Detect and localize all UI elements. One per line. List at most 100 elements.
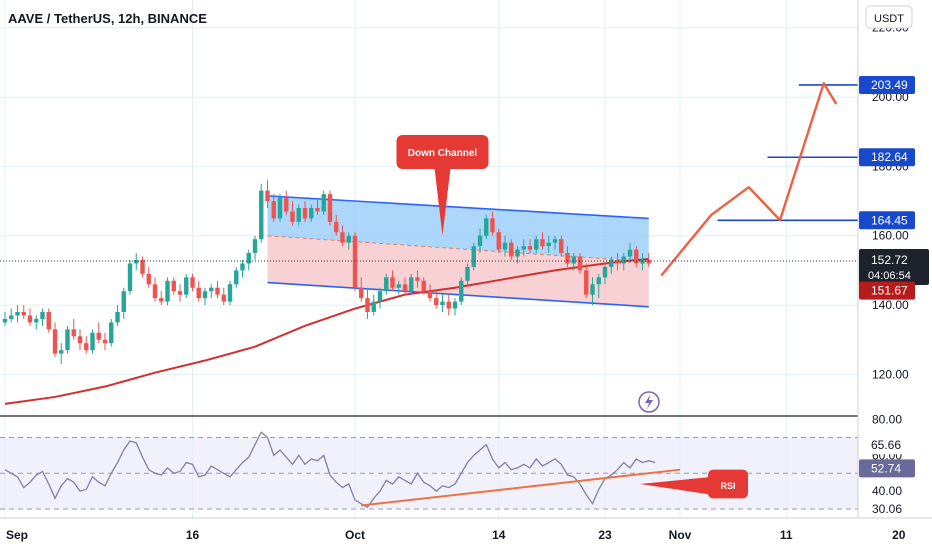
candle-body xyxy=(346,235,351,243)
candle-body xyxy=(109,322,114,344)
candle-body xyxy=(521,246,526,250)
candle-body xyxy=(265,190,270,202)
candle-body xyxy=(509,242,514,257)
moving-average xyxy=(4,257,649,405)
target-price-label: 203.49 xyxy=(871,78,908,92)
candle-body xyxy=(140,260,145,274)
candle-body xyxy=(234,270,239,285)
candle-body xyxy=(284,197,289,212)
current-price-label: 152.72 xyxy=(871,253,908,267)
candle-body xyxy=(184,277,189,295)
candle-body xyxy=(240,263,245,271)
candle-body xyxy=(271,201,276,219)
candle-body xyxy=(359,287,364,299)
callout-text: Down Channel xyxy=(408,148,478,159)
candle-body xyxy=(146,273,151,285)
projection-line xyxy=(660,81,838,277)
rsi-callout-pointer xyxy=(640,476,712,495)
candle-body xyxy=(102,339,108,344)
rsi-current-label: 65.66 xyxy=(871,438,901,452)
channel-lower-fill xyxy=(267,235,649,307)
candlesticks[interactable] xyxy=(2,180,651,364)
rsi-ma-label: 52.74 xyxy=(871,461,901,475)
time-tick-label: 16 xyxy=(186,528,200,542)
candle-body xyxy=(209,287,214,292)
candle-body xyxy=(40,312,45,319)
candle-body xyxy=(371,301,376,312)
rsi-callout-box xyxy=(708,469,748,499)
candle-body xyxy=(384,277,389,292)
candle-body xyxy=(440,301,445,306)
candle-body xyxy=(502,242,508,250)
target-price-tag xyxy=(859,75,915,94)
channel-lower-line xyxy=(267,281,649,308)
target-lines xyxy=(717,84,858,222)
candle-body xyxy=(409,277,414,292)
candle-body xyxy=(446,301,451,309)
candle-body xyxy=(365,298,370,312)
candle-body xyxy=(221,294,226,302)
candle-body xyxy=(77,336,83,344)
candle-body xyxy=(427,291,433,299)
candle-body xyxy=(252,239,258,254)
candle-body xyxy=(34,318,39,323)
candle-body xyxy=(327,194,333,222)
candle-body xyxy=(465,266,470,281)
candle-body xyxy=(621,256,626,264)
candle-body xyxy=(296,208,301,222)
candle-body xyxy=(277,197,283,219)
candle-body xyxy=(302,208,308,219)
candle-body xyxy=(165,280,170,302)
channel-mid-line xyxy=(267,235,649,263)
price-tick-label: 140.00 xyxy=(872,298,909,312)
price-tick-label: 160.00 xyxy=(872,229,909,243)
candle-body xyxy=(215,287,220,295)
lightning-icon[interactable] xyxy=(638,391,660,413)
candle-body xyxy=(571,256,576,264)
candle-body xyxy=(84,343,89,351)
candle-body xyxy=(477,235,483,247)
time-tick-label: 11 xyxy=(780,528,793,542)
candle-body xyxy=(52,329,58,354)
time-tick-label: Oct xyxy=(345,528,365,542)
candle-body xyxy=(2,318,8,323)
time-axis[interactable] xyxy=(0,518,932,550)
candle-body xyxy=(646,260,651,264)
candle-body xyxy=(390,277,395,288)
candle-body xyxy=(171,280,176,292)
candle-body xyxy=(515,249,520,257)
candle-body xyxy=(15,312,20,316)
candle-body xyxy=(159,298,164,302)
candle-body xyxy=(71,329,76,337)
candle-body xyxy=(309,208,314,219)
candle-body xyxy=(59,350,64,354)
candle-body xyxy=(434,298,439,306)
candle-body xyxy=(290,211,295,222)
candle-body xyxy=(121,291,126,312)
rsi-line xyxy=(4,431,656,509)
candle-body xyxy=(196,287,201,299)
candle-body xyxy=(490,218,495,233)
candle-body xyxy=(377,291,383,302)
time-tick-label: 14 xyxy=(492,528,506,542)
current-price-tag xyxy=(859,248,929,285)
candle-body xyxy=(396,284,401,288)
candle-body xyxy=(227,284,233,302)
currency-selector[interactable]: USDT xyxy=(865,5,913,29)
candle-body xyxy=(152,284,158,299)
candle-body xyxy=(321,194,326,212)
rsi-trendline xyxy=(361,468,681,507)
candle-body xyxy=(415,277,420,281)
rsi-tick-label: 40.00 xyxy=(872,484,902,498)
candle-body xyxy=(546,242,551,247)
candle-body xyxy=(27,315,33,323)
candle-body xyxy=(202,291,208,299)
candle-body xyxy=(590,284,595,295)
candle-body xyxy=(534,239,539,250)
ma-price-label: 151.67 xyxy=(871,284,908,298)
candle-body xyxy=(615,260,620,264)
ma-line xyxy=(4,257,649,405)
candle-body xyxy=(96,332,101,340)
candle-body xyxy=(552,239,558,243)
